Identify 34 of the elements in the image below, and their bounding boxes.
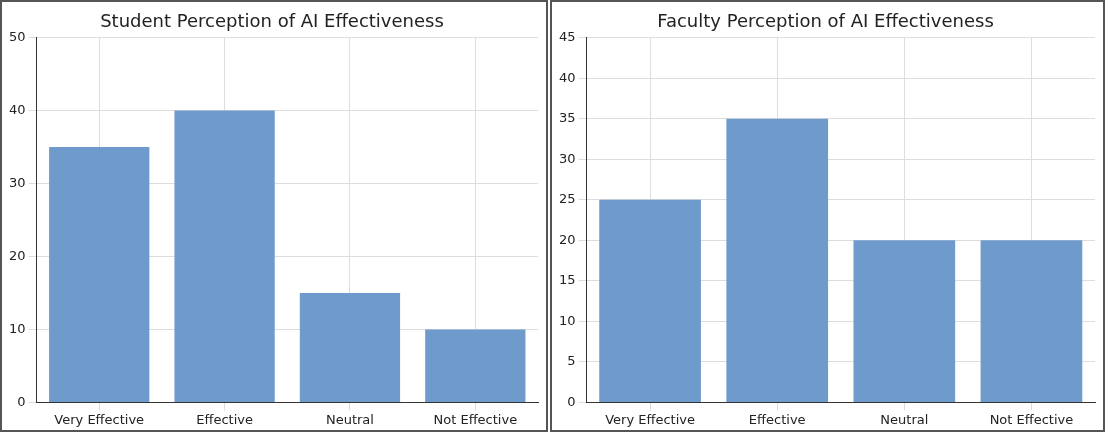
bar — [726, 118, 829, 402]
y-tick-label: 10 — [559, 312, 576, 328]
x-tick-label: Very Effective — [54, 411, 145, 427]
y-tick-label: 25 — [559, 191, 576, 207]
y-tick-label: 5 — [567, 353, 576, 369]
x-tick-label: Neutral — [880, 411, 929, 427]
y-tick-label: 40 — [559, 69, 576, 85]
y-tick-label: 20 — [9, 247, 26, 263]
y-tick-label: 45 — [559, 28, 576, 44]
x-tick-label: Not Effective — [989, 411, 1074, 427]
y-tick-label: 35 — [559, 110, 576, 126]
chart-title: Student Perception of AI Effectiveness — [100, 10, 444, 32]
x-tick-label: Not Effective — [433, 411, 518, 427]
y-tick-label: 30 — [9, 174, 26, 190]
x-tick-label: Effective — [196, 411, 253, 427]
y-tick-label: 40 — [9, 101, 26, 117]
bar — [299, 292, 401, 402]
bar — [425, 329, 526, 402]
y-tick-label: 20 — [559, 231, 576, 247]
bar — [853, 240, 956, 402]
chart-title: Faculty Perception of AI Effectiveness — [657, 10, 994, 32]
y-tick-label: 50 — [9, 28, 26, 44]
y-tick-label: 15 — [559, 272, 576, 288]
y-tick-label: 10 — [9, 320, 26, 336]
bar — [49, 147, 150, 402]
x-tick-label: Neutral — [325, 411, 374, 427]
x-tick-label: Effective — [748, 411, 806, 427]
bar — [599, 199, 701, 402]
bar — [174, 110, 275, 402]
bar — [980, 240, 1083, 402]
y-tick-label: 0 — [17, 393, 26, 409]
y-tick-label: 30 — [559, 150, 576, 166]
x-tick-label: Very Effective — [605, 411, 695, 427]
y-tick-label: 0 — [567, 393, 576, 409]
